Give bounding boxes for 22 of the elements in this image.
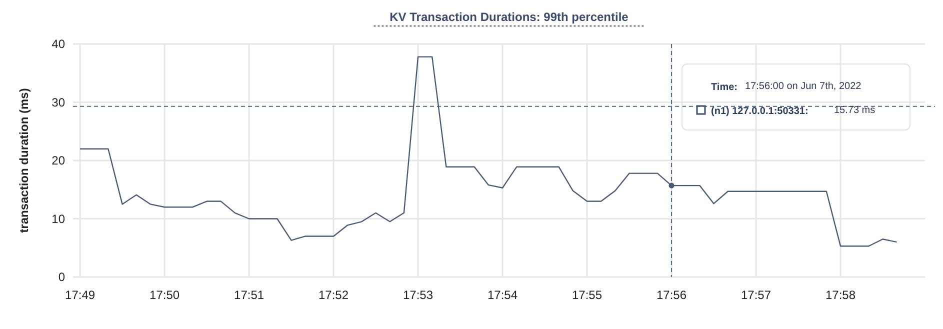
x-tick-label: 17:54: [488, 288, 518, 302]
chart-title: KV Transaction Durations: 99th percentile: [390, 10, 629, 24]
x-tick-label: 17:53: [403, 288, 434, 302]
y-tick-label: 0: [58, 270, 66, 284]
x-tick-label: 17:52: [318, 288, 349, 302]
y-tick-label: 30: [52, 95, 66, 110]
y-axis-title: transaction duration (ms): [17, 88, 31, 233]
annotation: 15.73 ms: [834, 105, 876, 116]
y-tick-label: 10: [52, 212, 66, 226]
x-tick-label: 17:50: [150, 288, 180, 302]
x-tick-label: 17:51: [234, 288, 264, 302]
x-tick-label: 17:49: [65, 288, 96, 302]
x-tick-label: 17:56: [656, 288, 687, 302]
x-tick-label: 17:57: [740, 288, 772, 302]
legend-label: (n1) 127.0.0.1:50331:: [711, 106, 808, 117]
y-tick-label: 40: [52, 37, 66, 51]
x-tick-label: 17:55: [572, 288, 602, 302]
y-tick-label: 20: [52, 154, 66, 168]
annotation: 17:56:00 on Jun 7th, 2022: [745, 81, 862, 92]
annotation: Time:: [711, 82, 738, 93]
x-tick-label: 17:58: [825, 288, 856, 302]
line-series: [79, 56, 898, 247]
